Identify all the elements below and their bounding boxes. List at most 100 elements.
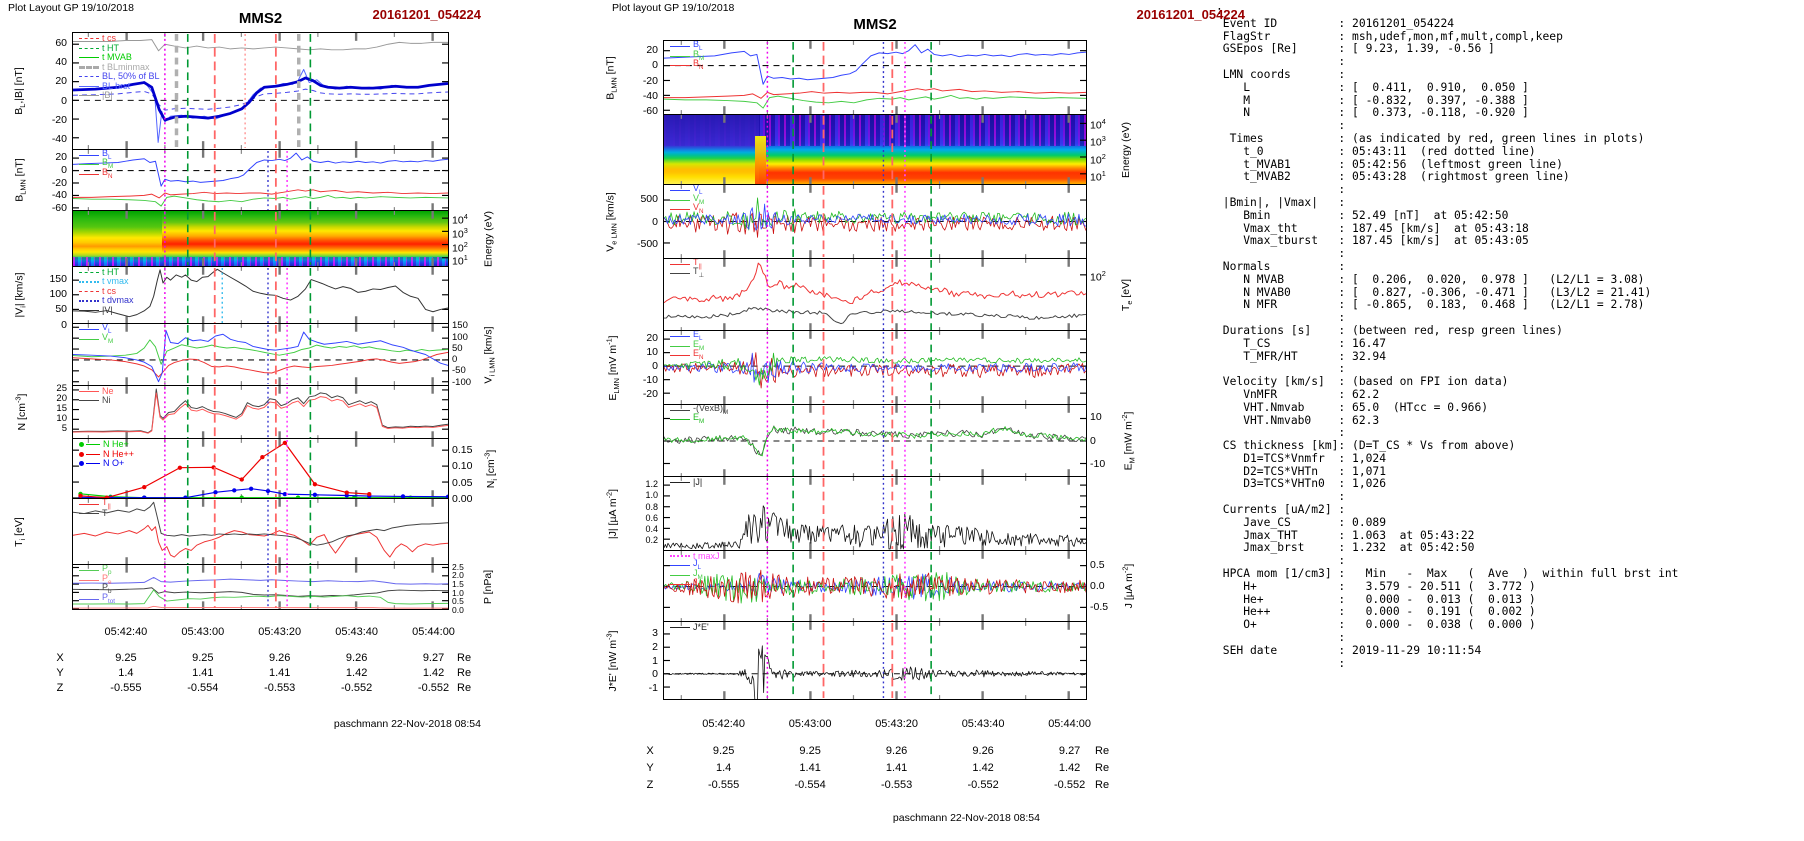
panel-vi-lmn-series-V_M xyxy=(73,339,448,365)
panel-pressure-legend: Pp Pe Pb Ptot xyxy=(79,565,116,605)
panel-te-legend: T|| T⊥ xyxy=(670,257,704,280)
panel-j-dot-e-ytick: 3 xyxy=(652,627,658,640)
panel-j-dot-e-ytick: 0 xyxy=(652,668,658,681)
left-plot-footer-credit: paschmann 22-Nov-2018 08:54 xyxy=(333,718,481,730)
ephemeris-row-label: Y xyxy=(56,667,64,679)
legend-item: JL xyxy=(670,559,720,571)
panel-n-density: Ne Ni xyxy=(72,384,449,440)
panel-vi-magnitude: t HT t vmax t cs t dvmax |V| xyxy=(72,265,449,325)
panel-j-lmn-ytick: 0.5 xyxy=(1090,558,1105,571)
legend-label: T|| xyxy=(693,257,702,270)
legend-label: N He++ xyxy=(103,448,135,459)
ephemeris-value: 9.26 xyxy=(972,745,994,757)
panel-ve-lmn-axis-label: Ve LMN [km/s] xyxy=(604,191,619,252)
panel-b-lmn-mid-ytick: 0 xyxy=(652,59,658,72)
panel-e-lmn-ytick: 10 xyxy=(646,346,658,359)
ephemeris-unit: Re xyxy=(1095,762,1110,774)
legend-label: t maxJ xyxy=(693,550,720,561)
panel-j-magnitude-series-Jmag xyxy=(664,505,1086,550)
ephemeris-value: -0.555 xyxy=(708,779,740,791)
panel-pressure-ytick: 1.0 xyxy=(452,587,464,598)
panel-e-lmn-ytick: 0 xyxy=(652,360,658,373)
panel-vi-lmn-ytick: -50 xyxy=(452,365,466,377)
legend-label: Ptot xyxy=(102,591,116,605)
left-plot-spacecraft-title: MMS2 xyxy=(238,10,283,27)
legend-item: Pe xyxy=(79,572,115,586)
panel-j-lmn-ytick: 0.0 xyxy=(1090,580,1105,592)
panel-electron-spectrogram-ytick: 104 xyxy=(1090,117,1106,132)
panel-bl-btotal: t cs t HT t MVAB t BLminmax BL, 50% of BL BL … xyxy=(72,32,449,150)
ephemeris-value: 9.25 xyxy=(115,652,137,664)
panel-vexb-em-legend: -(VexB)M EM xyxy=(670,405,728,425)
panel-hpca-densities-ytick: 0.00 xyxy=(452,493,473,505)
panel-j-dot-e-ytick: 1 xyxy=(652,654,658,667)
panel-vi-lmn-series-V_L xyxy=(73,330,448,383)
legend-label: t MVAB xyxy=(102,52,132,63)
panel-n-density-series-Ne xyxy=(73,391,448,434)
ephemeris-value: 1.42 xyxy=(972,762,994,774)
ephemeris-value: -0.552 xyxy=(417,682,450,694)
panel-te-axis-label: Te [eV] xyxy=(1120,278,1135,311)
ephemeris-value: -0.552 xyxy=(341,682,373,694)
panel-b-lmn-mid-series-B_N xyxy=(664,88,1086,99)
panel-b-lmn-axis-label: BLMN [nT] xyxy=(13,158,28,202)
panel-ve-lmn-series-Ve_N xyxy=(664,212,1086,238)
ephemeris-unit: Re xyxy=(457,667,472,679)
time-tick-label: 05:42:40 xyxy=(702,718,746,730)
legend-label: t cs xyxy=(102,285,117,296)
legend-item: Ptot xyxy=(79,591,116,605)
panel-b-lmn-series-B_M xyxy=(73,194,448,207)
panel-vexb-em-series-minus-VexB-M xyxy=(664,425,1086,456)
panel-n-density-axis-label: N [cm-3] xyxy=(13,393,28,431)
time-tick-label: 05:43:20 xyxy=(875,718,919,730)
panel-vi-lmn-legend: VL VM xyxy=(79,324,113,345)
ephemeris-value: 1.4 xyxy=(118,667,134,679)
ephemeris-value: 9.27 xyxy=(422,652,445,664)
panel-e-lmn-series-E_N xyxy=(664,352,1086,389)
legend-label: EN xyxy=(693,348,704,362)
legend-label: VN xyxy=(693,202,704,216)
ephemeris-value: 9.27 xyxy=(1058,745,1081,757)
legend-item: EN xyxy=(670,348,704,362)
legend-item: Ni xyxy=(79,396,114,406)
legend-item: VL xyxy=(79,324,113,335)
ephemeris-value: 1.41 xyxy=(192,667,214,679)
ephemeris-value: -0.552 xyxy=(1054,779,1086,791)
legend-item: t cs xyxy=(79,34,160,44)
legend-label: JM xyxy=(693,567,703,581)
legend-item: BL brst xyxy=(79,80,160,92)
legend-label: T⊥ xyxy=(693,266,704,280)
panel-vexb-em-axis-label: EM [mW m-2] xyxy=(1120,411,1137,470)
panel-n-density-ytick: 10 xyxy=(56,413,67,425)
panel-b-lmn-mid-ytick: -20 xyxy=(642,74,658,87)
panel-vi-magnitude-axis-label: |Vi| [km/s] xyxy=(13,272,28,318)
panel-j-lmn-axis-label: J [µA m-2] xyxy=(1120,563,1135,609)
panel-n-density-ytick: 20 xyxy=(56,392,67,404)
legend-label: Pe xyxy=(102,572,112,586)
panel-ion-spectrogram-ytick: 103 xyxy=(452,226,468,241)
legend-label: VM xyxy=(693,192,705,206)
legend-item: |V| xyxy=(79,305,134,316)
panel-b-lmn-mid-ytick: -40 xyxy=(642,89,658,102)
legend-item: JN xyxy=(670,578,720,590)
panel-j-lmn: t maxJ JL JM JN xyxy=(663,549,1087,623)
legend-item: N He++ xyxy=(79,448,135,460)
legend-item: T|| xyxy=(79,499,111,510)
panel-ion-spectrogram-ytick: 101 xyxy=(452,253,468,268)
legend-item: VL xyxy=(670,185,704,196)
panel-ion-spectrogram-bg-2 xyxy=(73,256,448,266)
ephemeris-value: 1.42 xyxy=(422,667,445,679)
legend-label: t HT xyxy=(102,42,119,53)
legend-label: BL brst xyxy=(102,80,131,91)
panel-vexb-em-ytick: 10 xyxy=(1090,411,1102,424)
panel-n-density-ytick: 5 xyxy=(61,423,67,435)
panel-vi-magnitude-series-Vmag xyxy=(73,268,448,317)
panel-b-lmn-ytick: -20 xyxy=(51,176,67,189)
ephemeris-unit: Re xyxy=(457,652,472,664)
legend-item: |J| xyxy=(670,478,702,488)
legend-item: N O+ xyxy=(79,459,134,469)
panel-bl-btotal-series-Bmag xyxy=(73,39,448,52)
ephemeris-value: 9.26 xyxy=(885,745,908,757)
legend-label: t dvmax xyxy=(102,295,134,306)
